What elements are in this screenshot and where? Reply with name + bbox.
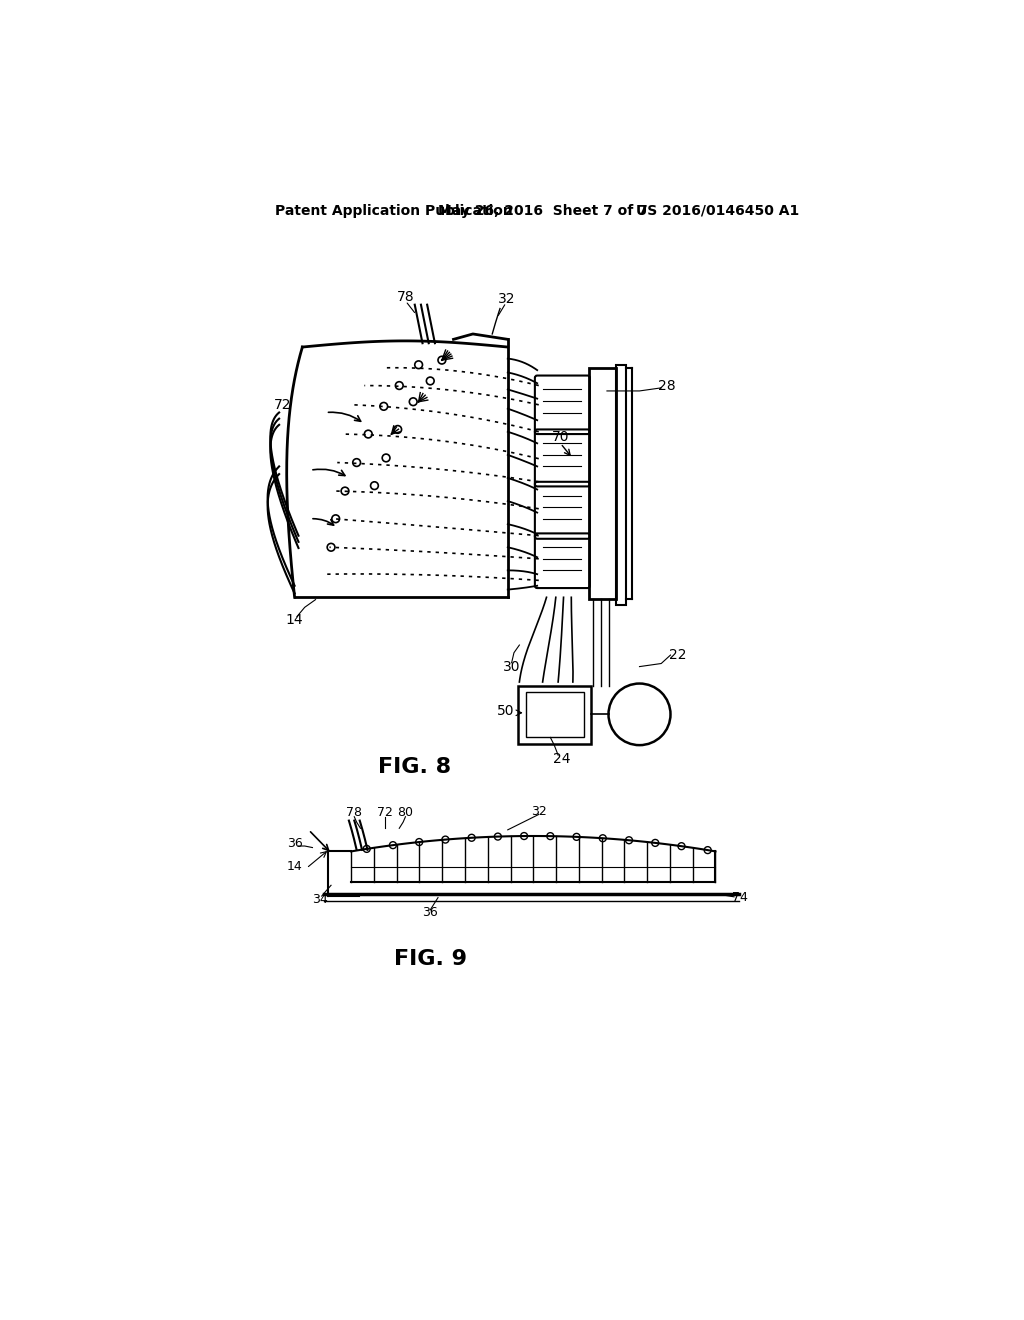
Text: May 26, 2016  Sheet 7 of 7: May 26, 2016 Sheet 7 of 7 xyxy=(438,203,648,218)
Text: 24: 24 xyxy=(553,752,570,766)
Text: 72: 72 xyxy=(274,397,292,412)
Text: 50: 50 xyxy=(497,705,514,718)
Text: 32: 32 xyxy=(530,805,547,818)
Text: 28: 28 xyxy=(657,379,676,392)
Text: Patent Application Publication: Patent Application Publication xyxy=(275,203,513,218)
Text: 36: 36 xyxy=(287,837,302,850)
Text: 14: 14 xyxy=(286,614,303,627)
Text: 30: 30 xyxy=(503,660,520,673)
Text: 70: 70 xyxy=(552,430,569,444)
Text: FIG. 8: FIG. 8 xyxy=(378,756,452,776)
Text: 78: 78 xyxy=(396,290,415,304)
Text: 36: 36 xyxy=(422,907,438,920)
Text: FIG. 9: FIG. 9 xyxy=(394,949,467,969)
Text: 14: 14 xyxy=(287,861,302,874)
Text: 78: 78 xyxy=(346,807,362,820)
Text: 34: 34 xyxy=(312,892,328,906)
Text: 32: 32 xyxy=(498,292,515,305)
Text: 80: 80 xyxy=(397,807,414,820)
Text: 72: 72 xyxy=(378,807,393,820)
Text: US 2016/0146450 A1: US 2016/0146450 A1 xyxy=(636,203,799,218)
Text: 22: 22 xyxy=(670,648,687,663)
Text: 74: 74 xyxy=(732,891,749,904)
